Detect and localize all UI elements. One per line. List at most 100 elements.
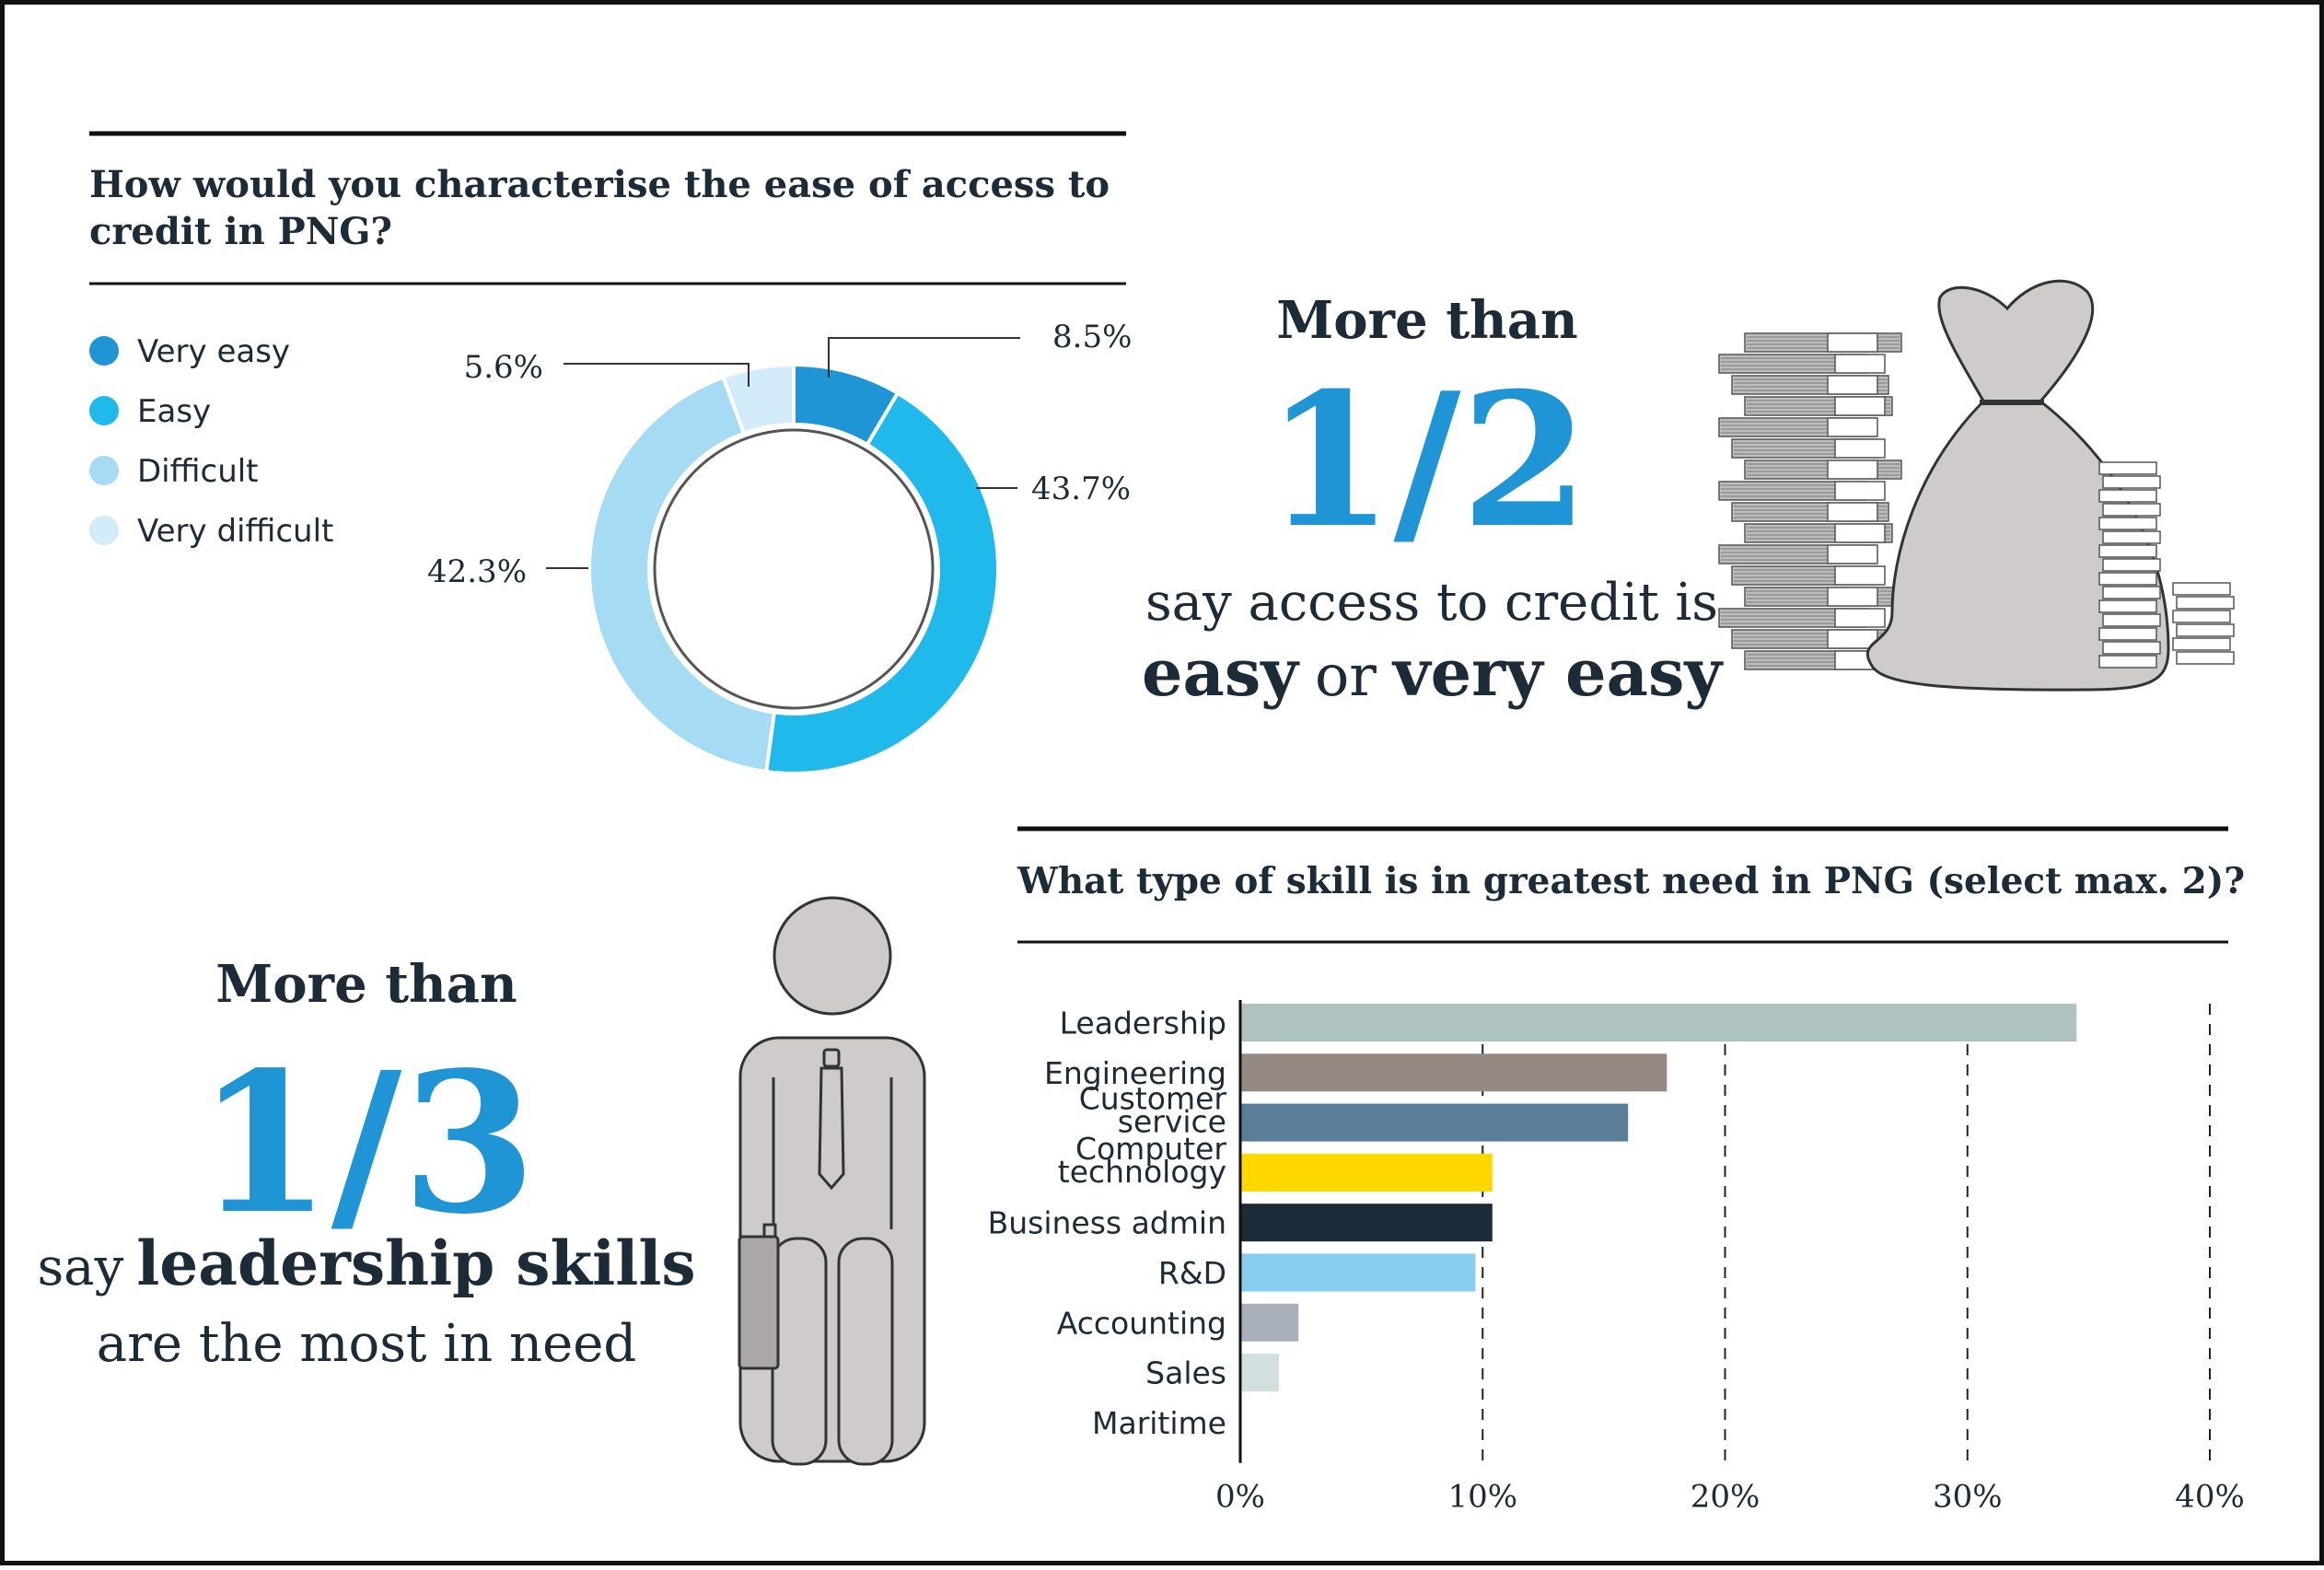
banknote-band <box>1827 375 1878 395</box>
banknote-band <box>1827 544 1878 564</box>
bar-business-admin <box>1240 1204 1493 1242</box>
coin <box>2102 558 2161 572</box>
coin <box>2102 641 2161 655</box>
donut-leader-very-difficult <box>564 363 749 387</box>
businessman-right-leg <box>837 1237 894 1466</box>
credit-fraction: 1/2 <box>1265 353 1588 569</box>
category-label-accounting: Accounting <box>1057 1305 1226 1341</box>
donut-hole <box>653 428 935 710</box>
credit-bold-very-easy: very easy <box>1391 634 1724 711</box>
coin <box>2098 572 2157 586</box>
coin <box>2102 530 2161 544</box>
credit-or: or <box>1315 642 1377 709</box>
banknote-band <box>1834 608 1886 628</box>
skills-more-than: More than <box>215 954 517 1015</box>
legend-label-easy: Easy <box>137 393 211 430</box>
category-label-computer-technology: Computer technology <box>1058 1131 1227 1190</box>
donut-value-label-difficult: 42.3% <box>427 553 527 590</box>
coin <box>2098 627 2157 641</box>
legend-swatch-very-easy <box>89 336 119 366</box>
x-tick-label-20: 20% <box>1691 1479 1760 1516</box>
banknote-band <box>1827 332 1878 353</box>
bar-sales <box>1240 1354 1280 1392</box>
money-bag-top <box>1937 279 2095 404</box>
coin <box>2098 517 2157 530</box>
coin <box>2098 544 2157 558</box>
x-tick-label-0: 0% <box>1215 1479 1265 1516</box>
coin <box>2098 489 2157 503</box>
category-label-customer-service: Customer service <box>1079 1081 1227 1140</box>
bar-customer-service <box>1240 1103 1629 1142</box>
legend-swatch-difficult <box>89 456 119 485</box>
banknote-band <box>1834 354 1886 374</box>
banknote-band <box>1827 459 1878 480</box>
x-tick-label-30: 30% <box>1933 1479 2003 1516</box>
coin <box>2102 475 2161 489</box>
coin <box>2102 586 2161 599</box>
legend-label-very-difficult: Very difficult <box>137 513 333 550</box>
category-label-leadership: Leadership <box>1060 1006 1226 1041</box>
donut-legend: Very easy Easy Difficult Very difficult <box>89 333 333 550</box>
donut-title-line-2: credit in PNG? <box>89 210 392 253</box>
businessman-left-leg <box>771 1237 828 1466</box>
category-label-randd: R&D <box>1158 1255 1226 1291</box>
coin <box>2176 623 2235 637</box>
bar-chart-title: What type of skill is in greatest need i… <box>1017 860 2245 902</box>
bar-chart: 0% 10% 20% 30% 40% Leadership EngineeringCusto… <box>988 1000 2245 1516</box>
coin <box>2098 599 2157 613</box>
credit-line-1: say access to credit is <box>1145 573 1718 633</box>
coin <box>2172 582 2231 596</box>
donut-value-label-easy: 43.7% <box>1031 471 1131 507</box>
donut-leader-very-easy <box>828 337 1020 378</box>
category-label-business-admin: Business admin <box>988 1205 1226 1241</box>
banknote-band <box>1834 438 1886 459</box>
bar-leadership <box>1240 1004 2077 1041</box>
banknote-band <box>1827 417 1878 437</box>
coin <box>2102 613 2161 627</box>
briefcase <box>738 1235 780 1370</box>
banknote-band <box>1834 396 1886 416</box>
infographic-canvas: How would you characterise the ease of a… <box>37 131 2245 1516</box>
banknote-band <box>1834 565 1886 586</box>
x-tick-label-40: 40% <box>2175 1479 2245 1516</box>
bar-computer-technology <box>1240 1153 1493 1192</box>
legend-label-difficult: Difficult <box>137 453 259 490</box>
coin <box>2172 637 2231 651</box>
bar-randd <box>1240 1253 1476 1292</box>
skills-bold-leadership: leadership skills <box>136 1227 695 1299</box>
category-label-maritime: Maritime <box>1092 1405 1226 1441</box>
businessman-tie-knot <box>822 1048 841 1068</box>
legend-swatch-very-difficult <box>89 516 119 545</box>
bar-accounting <box>1240 1303 1299 1342</box>
banknote-band <box>1834 523 1886 543</box>
x-tick-label-10: 10% <box>1447 1479 1517 1516</box>
bar-engineering <box>1240 1053 1667 1092</box>
businessman-icon <box>738 896 926 1466</box>
coin <box>2176 596 2235 610</box>
businessman-head <box>773 896 892 1016</box>
donut-title-line-1: How would you characterise the ease of a… <box>89 163 1110 206</box>
category-label-sales: Sales <box>1145 1355 1226 1391</box>
donut-slice-very-difficult <box>720 362 796 436</box>
donut-slice-difficult <box>587 375 777 774</box>
category-label-engineering: Engineering <box>1044 1055 1226 1091</box>
skills-callout: More than 1/3 say leadership skills are t… <box>37 896 926 1466</box>
coin <box>2172 610 2231 623</box>
money-bag-icon <box>1718 279 2235 692</box>
skills-fraction: 1/3 <box>197 1029 537 1257</box>
donut-value-label-very-difficult: 5.6% <box>464 349 543 386</box>
skills-say: say <box>37 1238 123 1297</box>
donut-value-label-very-easy: 8.5% <box>1052 319 1132 355</box>
skills-line-1: say leadership skills <box>37 1227 695 1299</box>
coin <box>2098 655 2157 669</box>
credit-bold-easy: easy <box>1142 634 1300 711</box>
banknote-band <box>1827 587 1878 607</box>
legend-swatch-easy <box>89 396 119 425</box>
credit-callout: More than 1/2 say access to credit is ea… <box>1142 279 2235 711</box>
credit-access-section: How would you characterise the ease of a… <box>89 131 1132 775</box>
coin <box>2176 651 2235 665</box>
legend-label-very-easy: Very easy <box>137 333 290 370</box>
credit-more-than: More than <box>1276 290 1578 351</box>
coin <box>2102 503 2161 517</box>
